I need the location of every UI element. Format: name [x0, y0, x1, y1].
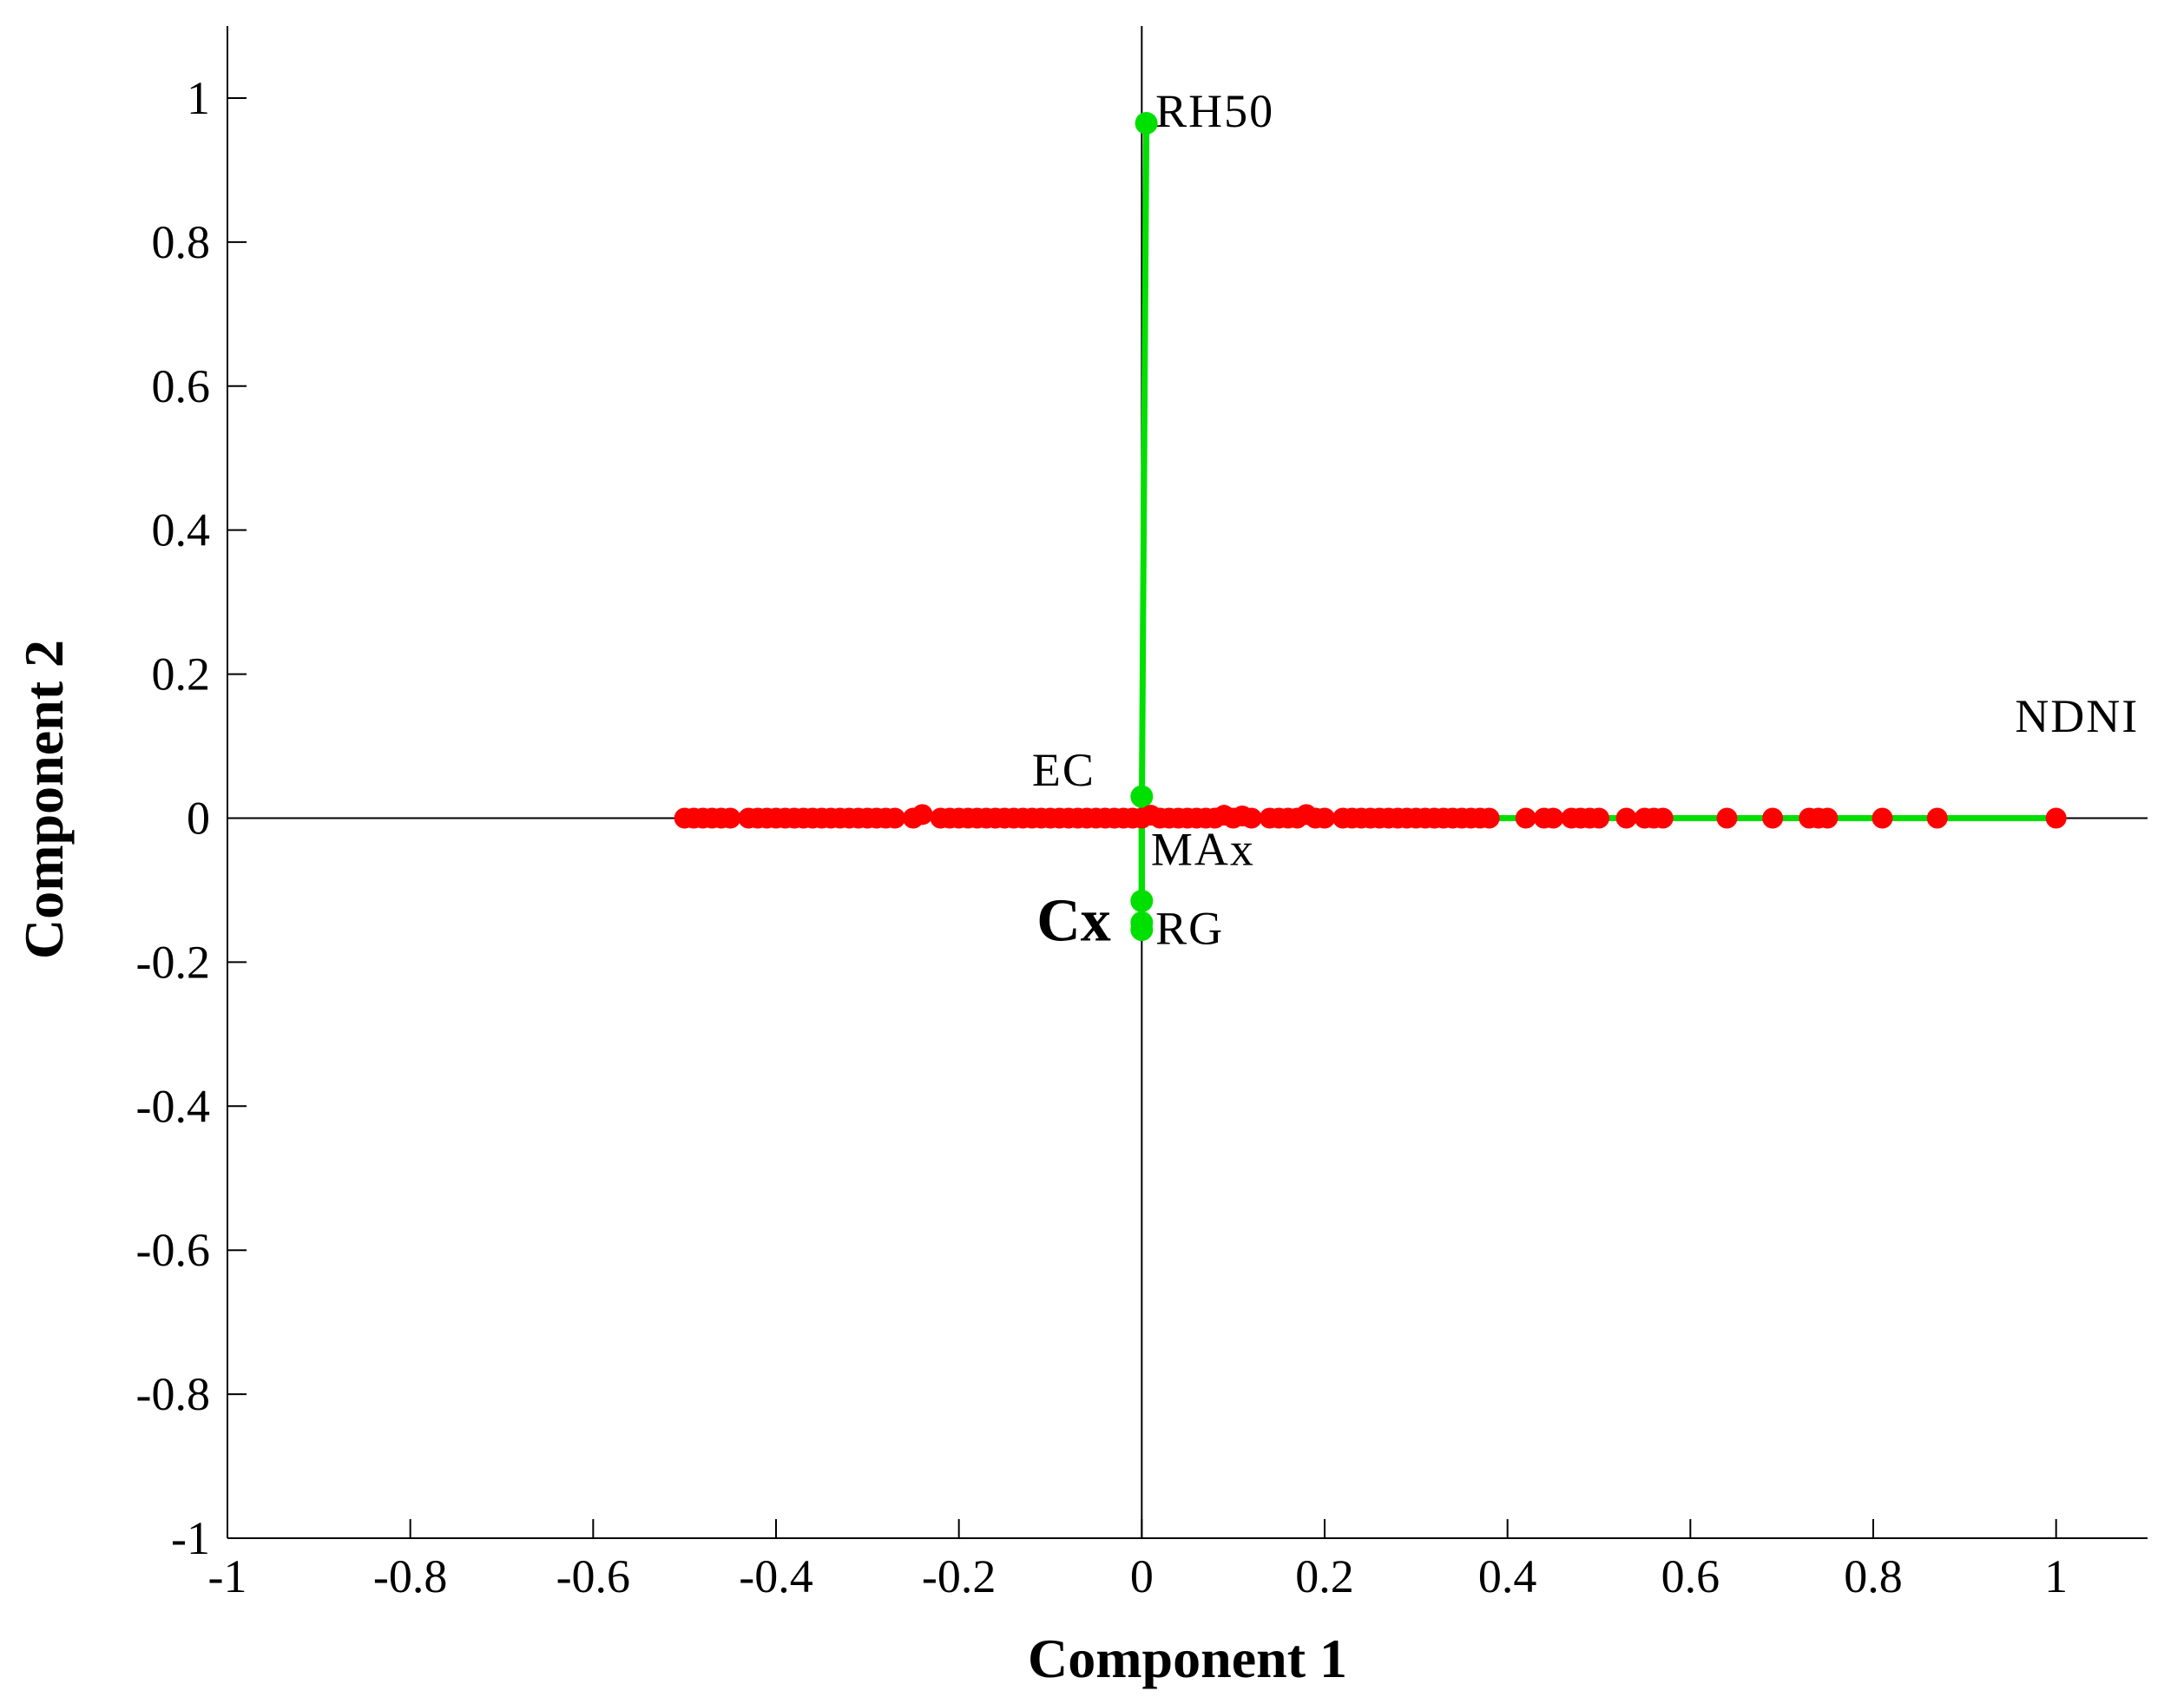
y-tick-label: 0: [187, 792, 210, 844]
vector-label-ec: EC: [1032, 744, 1095, 796]
y-tick-label: -0.8: [136, 1368, 210, 1420]
observation-point: [1926, 807, 1948, 829]
observation-point: [1615, 807, 1637, 829]
y-tick-label: -0.6: [136, 1224, 210, 1276]
x-tick-label: 0: [1130, 1550, 1154, 1602]
y-tick-label: 0.8: [152, 216, 211, 268]
vector-label-rg: RG: [1155, 903, 1224, 955]
plot-frame: [227, 26, 2148, 1539]
vector-label-ndni: NDNI: [2015, 690, 2139, 742]
x-tick-label: -0.2: [922, 1550, 996, 1602]
x-axis-ticks: -1 -0.8 -0.6 -0.4 -0.2 0 0.2 0.4 0.6 0.8 1: [208, 1519, 2068, 1602]
x-tick-label: 0.2: [1295, 1550, 1354, 1602]
observation-point: [1817, 807, 1839, 829]
x-tick-label: -1: [208, 1550, 247, 1602]
x-axis-title: Component 1: [1028, 1628, 1347, 1689]
vector-line-rh50: [1138, 120, 1150, 821]
observation-point: [1314, 807, 1335, 829]
observation-point: [1240, 807, 1262, 829]
y-axis-ticks: 1 0.8 0.6 0.4 0.2 0 -0.2 -0.4 -0.6 -0.8 -1: [136, 72, 247, 1564]
vector-label-cx: Cx: [1036, 887, 1111, 954]
y-axis-title: Component 2: [13, 640, 75, 959]
observation-point: [884, 807, 905, 829]
vector-point-rg: [1130, 918, 1154, 942]
x-tick-label: 0.8: [1844, 1550, 1903, 1602]
observation-point: [911, 804, 933, 826]
observation-point: [1478, 807, 1500, 829]
x-tick-label: 0.4: [1478, 1550, 1537, 1602]
y-tick-label: 0.4: [152, 504, 211, 556]
observation-point: [720, 807, 741, 829]
x-tick-label: 1: [2044, 1550, 2068, 1602]
y-tick-label: -0.2: [136, 936, 210, 988]
zero-lines: [227, 26, 2148, 1538]
y-tick-label: -1: [171, 1512, 210, 1564]
vector-label-rh50: RH50: [1155, 85, 1274, 137]
y-tick-label: -0.4: [136, 1080, 210, 1132]
vector-point-rh50: [1135, 111, 1158, 135]
observation-point: [1762, 807, 1784, 829]
vector-point-ec: [1130, 785, 1154, 808]
observation-point: [1652, 807, 1674, 829]
y-tick-label: 0.2: [152, 648, 211, 701]
observation-point: [1589, 807, 1609, 829]
x-tick-label: -0.8: [373, 1550, 447, 1602]
y-tick-label: 1: [187, 72, 210, 124]
vector-label-max: MAx: [1151, 823, 1255, 875]
observation-point: [1543, 807, 1564, 829]
observation-points: [674, 804, 2067, 829]
x-tick-label: 0.6: [1661, 1550, 1720, 1602]
observation-point: [2045, 807, 2067, 829]
observation-point: [1515, 807, 1536, 829]
x-tick-label: -0.6: [556, 1550, 630, 1602]
observation-point: [1872, 807, 1893, 829]
x-tick-label: -0.4: [739, 1550, 812, 1602]
vector-labels: RH50 EC MAx Cx RG NDNI: [1032, 85, 2139, 955]
observation-point: [1716, 807, 1738, 829]
y-tick-label: 0.6: [152, 360, 211, 412]
